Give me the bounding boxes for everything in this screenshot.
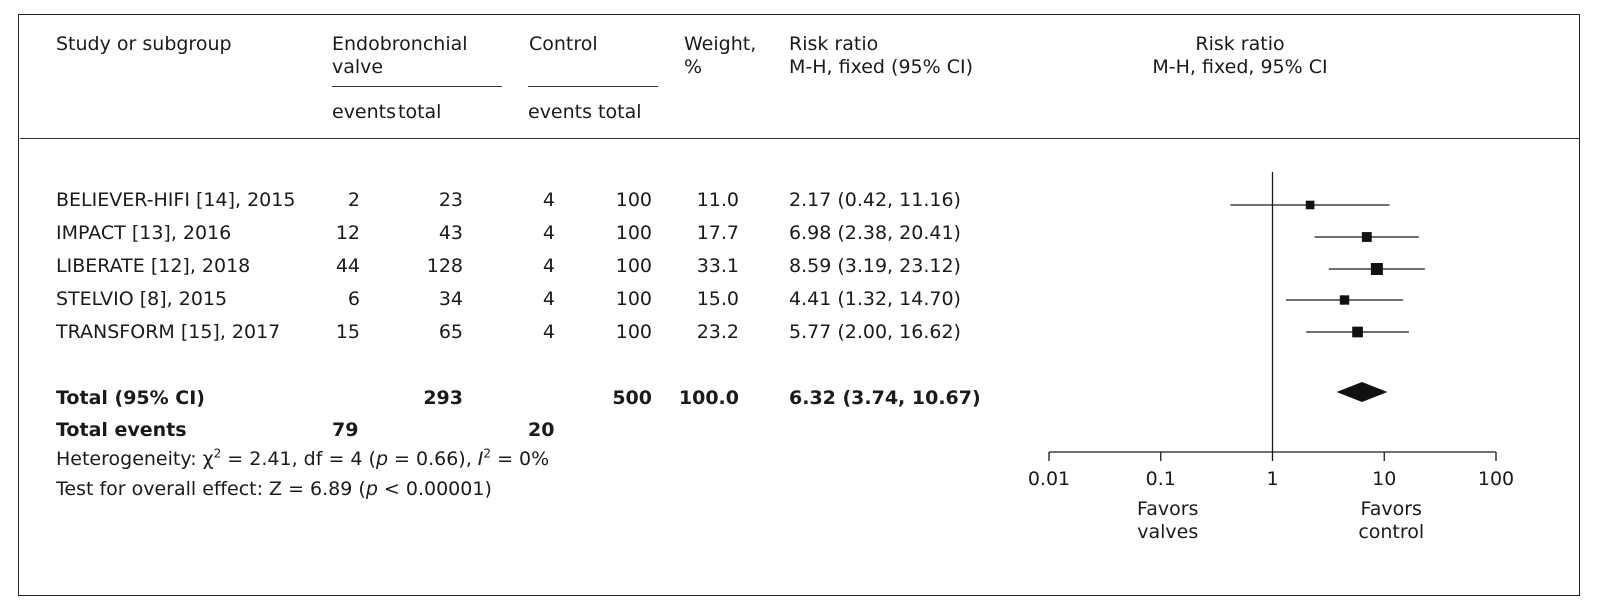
- header-ebv-total: total: [398, 101, 442, 123]
- events-label: Total events: [56, 419, 187, 441]
- row-ctrl-events: 4: [542, 321, 555, 343]
- row-rr: 4.41 (1.32, 14.70): [789, 288, 961, 310]
- total-label: Total (95% CI): [56, 387, 205, 409]
- row-ctrl-events: 4: [542, 222, 555, 244]
- row-ebv-events: 12: [335, 222, 360, 244]
- row-weight: 17.7: [696, 222, 739, 244]
- overall-effect-text: Test for overall effect: Z = 6.89 (p < 0…: [56, 478, 492, 500]
- total-weight: 100.0: [678, 387, 739, 409]
- row-ebv-total: 34: [438, 288, 463, 310]
- row-ctrl-events: 4: [542, 189, 555, 211]
- total-rr: 6.32 (3.74, 10.67): [789, 387, 981, 409]
- header-ctrl-events-total: events total: [528, 101, 642, 123]
- header-ebv-events: events: [332, 101, 397, 123]
- row-rr: 5.77 (2.00, 16.62): [789, 321, 961, 343]
- row-ebv-total: 128: [426, 255, 463, 277]
- total-ctrl-total: 500: [612, 387, 652, 409]
- row-ctrl-total: 100: [615, 288, 652, 310]
- header-rule: [20, 138, 1579, 139]
- row-rr: 2.17 (0.42, 11.16): [789, 189, 961, 211]
- header-plot-2: M-H, fixed, 95% CI: [1152, 56, 1328, 78]
- header-weight-2: %: [684, 56, 703, 78]
- row-weight: 15.0: [696, 288, 739, 310]
- row-ctrl-total: 100: [615, 222, 652, 244]
- header-study: Study or subgroup: [56, 33, 232, 55]
- row-study: BELIEVER-HIFI [14], 2015: [56, 189, 296, 211]
- events-ebv: 79: [332, 419, 359, 441]
- row-weight: 23.2: [696, 321, 739, 343]
- row-ctrl-events: 4: [542, 255, 555, 277]
- figure-frame: [18, 14, 1580, 596]
- header-plot: Risk ratio: [1195, 33, 1285, 55]
- row-study: IMPACT [13], 2016: [56, 222, 232, 244]
- row-weight: 11.0: [696, 189, 739, 211]
- row-ebv-events: 44: [335, 255, 360, 277]
- total-ebv-total: 293: [423, 387, 463, 409]
- header-ebv-2: valve: [332, 56, 384, 78]
- row-ctrl-total: 100: [615, 255, 652, 277]
- control-header-rule: [528, 86, 658, 87]
- row-rr: 6.98 (2.38, 20.41): [789, 222, 961, 244]
- row-weight: 33.1: [696, 255, 739, 277]
- header-rr-2: M-H, fixed (95% CI): [789, 56, 973, 78]
- row-study: LIBERATE [12], 2018: [56, 255, 251, 277]
- header-control: Control: [529, 33, 598, 55]
- row-ebv-total: 43: [438, 222, 463, 244]
- row-ebv-events: 15: [335, 321, 360, 343]
- row-ctrl-total: 100: [615, 189, 652, 211]
- row-rr: 8.59 (3.19, 23.12): [789, 255, 961, 277]
- header-rr: Risk ratio: [789, 33, 879, 55]
- events-ctrl: 20: [528, 419, 555, 441]
- header-weight: Weight,: [684, 33, 757, 55]
- row-study: STELVIO [8], 2015: [56, 288, 228, 310]
- row-ctrl-events: 4: [542, 288, 555, 310]
- row-ctrl-total: 100: [615, 321, 652, 343]
- row-ebv-total: 65: [438, 321, 463, 343]
- row-ebv-total: 23: [438, 189, 463, 211]
- header-ebv: Endobronchial: [332, 33, 468, 55]
- ebv-header-rule: [332, 86, 502, 87]
- heterogeneity-text: Heterogeneity: χ2 = 2.41, df = 4 (p = 0.…: [56, 446, 550, 470]
- row-ebv-events: 6: [347, 288, 360, 310]
- row-ebv-events: 2: [347, 189, 360, 211]
- row-study: TRANSFORM [15], 2017: [56, 321, 281, 343]
